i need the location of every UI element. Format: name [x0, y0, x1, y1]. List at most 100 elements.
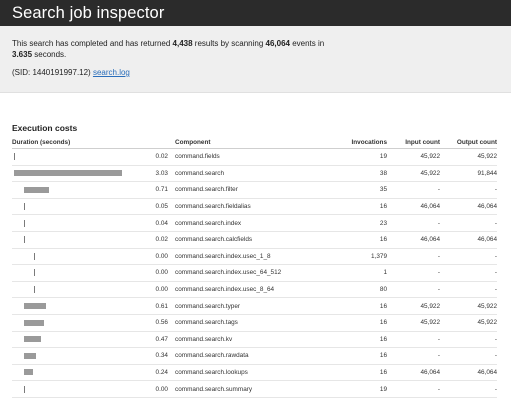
sid-text: (SID: 1440191997.12) [12, 68, 93, 77]
table-row[interactable]: 0.00 command.search.index.usec_1_8 1,379- - [12, 248, 497, 266]
input-count-value: - [387, 347, 440, 365]
duration-value: 0.02 [132, 231, 168, 249]
duration-tick [14, 153, 15, 161]
header-output-count[interactable]: Output count [440, 136, 497, 149]
output-count-value: 91,844 [440, 165, 497, 183]
execution-costs-table: Duration (seconds) Component Invocations… [12, 136, 497, 398]
table-row[interactable]: 0.00 command.search.index.usec_8_64 80- - [12, 281, 497, 299]
elapsed-seconds: 3.635 [12, 49, 33, 59]
duration-bar [24, 369, 33, 376]
events-count: 46,064 [265, 39, 290, 48]
duration-bar-cell [12, 214, 132, 232]
component-name: command.search.filter [168, 181, 325, 199]
table-row[interactable]: 0.02 command.search.calcfields 16 46,064 46,… [12, 231, 497, 249]
invocations-value: 19 [325, 380, 387, 398]
window-titlebar: Search job inspector [0, 0, 511, 26]
component-name: command.search.tags [168, 314, 325, 332]
duration-bar-cell [12, 148, 132, 166]
header-invocations[interactable]: Invocations [325, 136, 387, 149]
component-name: command.search.index.usec_8_64 [168, 281, 325, 299]
table-row[interactable]: 0.61 command.search.typer 16 45,922 45,922 [12, 297, 497, 315]
input-count-value: 46,064 [387, 364, 440, 382]
header-component[interactable]: Component [168, 136, 325, 149]
table-body: 0.02 command.fields 19 45,922 45,922 3.03 comm… [12, 148, 497, 398]
table-row[interactable]: 3.03 command.search 38 45,922 91,844 [12, 165, 497, 183]
duration-value: 0.00 [132, 380, 168, 398]
invocations-value: 16 [325, 231, 387, 249]
component-name: command.search.fieldalias [168, 198, 325, 216]
component-name: command.search [168, 165, 325, 183]
summary-text-suffix: seconds. [32, 49, 67, 59]
component-name: command.search.summary [168, 380, 325, 398]
table-row[interactable]: 0.47 command.search.kv 16- - [12, 331, 497, 349]
input-count-value: 45,922 [387, 148, 440, 166]
invocations-value: 80 [325, 281, 387, 299]
input-count-value: 45,922 [387, 314, 440, 332]
output-count-value: 45,922 [440, 297, 497, 315]
duration-bar-cell [12, 314, 132, 332]
invocations-value: 1 [325, 264, 387, 282]
invocations-value: 38 [325, 165, 387, 183]
input-count-value: - [387, 214, 440, 232]
summary-text-mid: results by scanning [192, 39, 266, 48]
table-row[interactable]: 0.04 command.search.index 23- - [12, 214, 497, 232]
search-log-link[interactable]: search.log [92, 68, 130, 77]
duration-value: 3.03 [132, 165, 168, 183]
component-name: command.search.calcfields [168, 231, 325, 249]
component-name: command.fields [168, 148, 325, 166]
results-count: 4,438 [172, 39, 193, 48]
invocations-value: 1,379 [325, 248, 387, 266]
output-count-value: - [440, 214, 497, 232]
input-count-value: - [387, 331, 440, 349]
output-count-value: - [440, 380, 497, 398]
duration-bar [24, 352, 36, 359]
table-row[interactable]: 0.05 command.search.fieldalias 16 46,064 46,… [12, 198, 497, 216]
duration-value: 0.00 [132, 248, 168, 266]
table-row[interactable]: 0.02 command.fields 19 45,922 45,922 [12, 148, 497, 166]
duration-tick [34, 285, 35, 293]
table-row[interactable]: 0.71 command.search.filter 35- - [12, 181, 497, 199]
output-count-value: 45,922 [440, 314, 497, 332]
component-name: command.search.lookups [168, 364, 325, 382]
input-count-value: 46,064 [387, 231, 440, 249]
invocations-value: 16 [325, 347, 387, 365]
header-duration[interactable]: Duration (seconds) [12, 136, 132, 149]
duration-bar [14, 170, 122, 177]
duration-bar [24, 186, 49, 193]
duration-value: 0.34 [132, 347, 168, 365]
duration-value: 0.47 [132, 331, 168, 349]
input-count-value: - [387, 248, 440, 266]
duration-bar-cell [12, 380, 132, 398]
duration-bar-cell [12, 264, 132, 282]
component-name: command.search.kv [168, 331, 325, 349]
input-count-value: - [387, 281, 440, 299]
table-row[interactable]: 0.34 command.search.rawdata 16- - [12, 347, 497, 365]
invocations-value: 16 [325, 198, 387, 216]
sid-line: (SID: 1440191997.12) search.log [12, 68, 499, 79]
invocations-value: 35 [325, 181, 387, 199]
table-row[interactable]: 0.24 command.search.lookups 16 46,064 46,064 [12, 364, 497, 382]
input-count-value: 46,064 [387, 198, 440, 216]
input-count-value: - [387, 264, 440, 282]
duration-value: 0.24 [132, 364, 168, 382]
header-input-count[interactable]: Input count [387, 136, 440, 149]
table-row[interactable]: 0.00 command.search.index.usec_64_512 1- - [12, 264, 497, 282]
section-title: Execution costs [12, 123, 78, 133]
duration-bar-cell [12, 198, 132, 216]
invocations-value: 16 [325, 297, 387, 315]
input-count-value: - [387, 181, 440, 199]
duration-value: 0.00 [132, 264, 168, 282]
duration-tick [24, 236, 25, 244]
duration-bar-cell [12, 165, 132, 183]
duration-bar [24, 302, 46, 309]
header-duration-value [132, 136, 168, 149]
output-count-value: 46,064 [440, 364, 497, 382]
table-row[interactable]: 0.56 command.search.tags 16 45,922 45,922 [12, 314, 497, 332]
duration-value: 0.71 [132, 181, 168, 199]
component-name: command.search.index [168, 214, 325, 232]
table-row[interactable]: 0.00 command.search.summary 19- - [12, 380, 497, 398]
duration-bar-cell [12, 231, 132, 249]
output-count-value: - [440, 181, 497, 199]
duration-bar-cell [12, 281, 132, 299]
output-count-value: 46,064 [440, 198, 497, 216]
